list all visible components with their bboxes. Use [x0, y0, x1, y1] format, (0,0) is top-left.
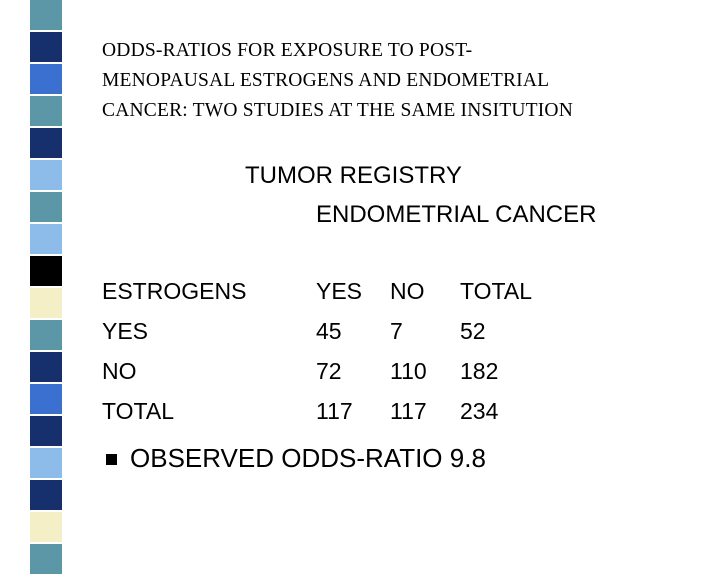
bullet-marker: [106, 454, 117, 465]
title-line: CANCER: TWO STUDIES AT THE SAME INSITUTI…: [102, 100, 573, 121]
table-cell: 52: [460, 318, 486, 344]
header-cell: TOTAL: [460, 278, 532, 304]
table-cell: 72: [316, 358, 342, 384]
table-cell: 117: [316, 398, 353, 424]
row-label: NO: [102, 358, 137, 384]
table-cell: 234: [460, 398, 499, 424]
bullet-text: OBSERVED ODDS-RATIO 9.8: [130, 443, 486, 473]
table-cell: 45: [316, 318, 342, 344]
table-cell: 182: [460, 358, 499, 384]
title-line: ODDS-RATIOS FOR EXPOSURE TO POST-: [102, 40, 473, 61]
title: ODDS-RATIOS FOR EXPOSURE TO POST- MENOPA…: [102, 36, 573, 126]
row-label: YES: [102, 318, 149, 344]
table-cell: 110: [390, 358, 427, 384]
header-cell: YES: [316, 278, 363, 304]
decorative-stripe: [30, 0, 62, 576]
table-cell: 7: [390, 318, 403, 344]
row-label: TOTAL: [102, 398, 174, 424]
title-line: MENOPAUSAL ESTROGENS AND ENDOMETRIAL: [102, 70, 550, 91]
table-cell: 117: [390, 398, 427, 424]
slide: {"title_lines": ["ODDS-RATIOS FOR EXPOSU…: [30, 0, 597, 576]
heading: TUMOR REGISTRY: [245, 162, 462, 189]
header-cell: ESTROGENS: [102, 278, 247, 304]
header-cell: NO: [390, 278, 425, 304]
subheading: ENDOMETRIAL CANCER: [316, 201, 597, 228]
